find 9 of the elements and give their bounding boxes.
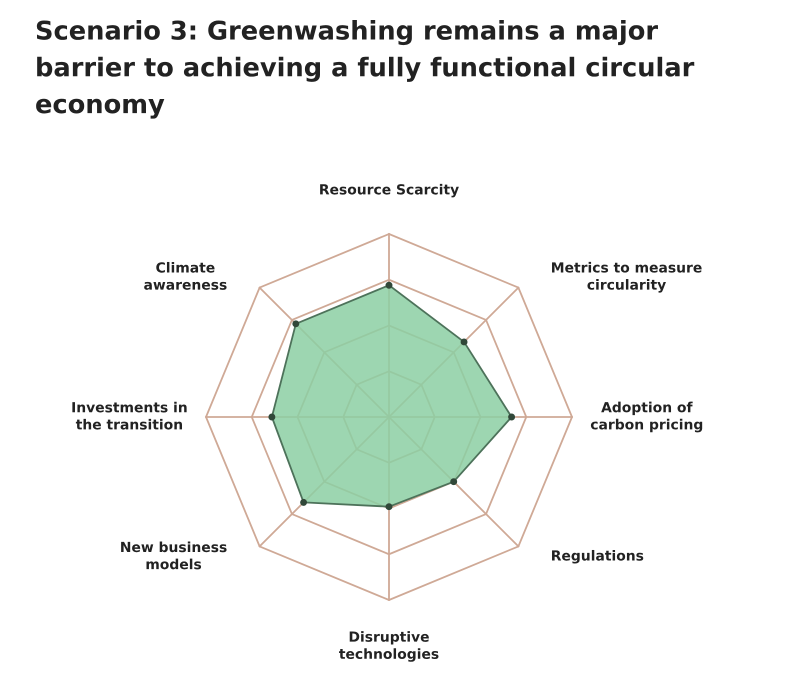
- spoke-label: Regulations: [552, 550, 644, 564]
- spoke-label: Metrics to measure circularity: [552, 262, 702, 293]
- spoke-label: Disruptive technologies: [339, 631, 438, 662]
- spoke-label: Resource Scarcity: [320, 184, 459, 198]
- spoke-label: Adoption of carbon pricing: [590, 402, 702, 432]
- spoke-label: Climate awareness: [144, 262, 227, 290]
- spoke-label: New business models: [121, 541, 227, 570]
- spoke-label: Investments in the transition: [72, 402, 187, 430]
- chart-title: Scenario 3: Greenwashing remains a major barrier to achieving a fully functional circular economy: [36, 20, 694, 119]
